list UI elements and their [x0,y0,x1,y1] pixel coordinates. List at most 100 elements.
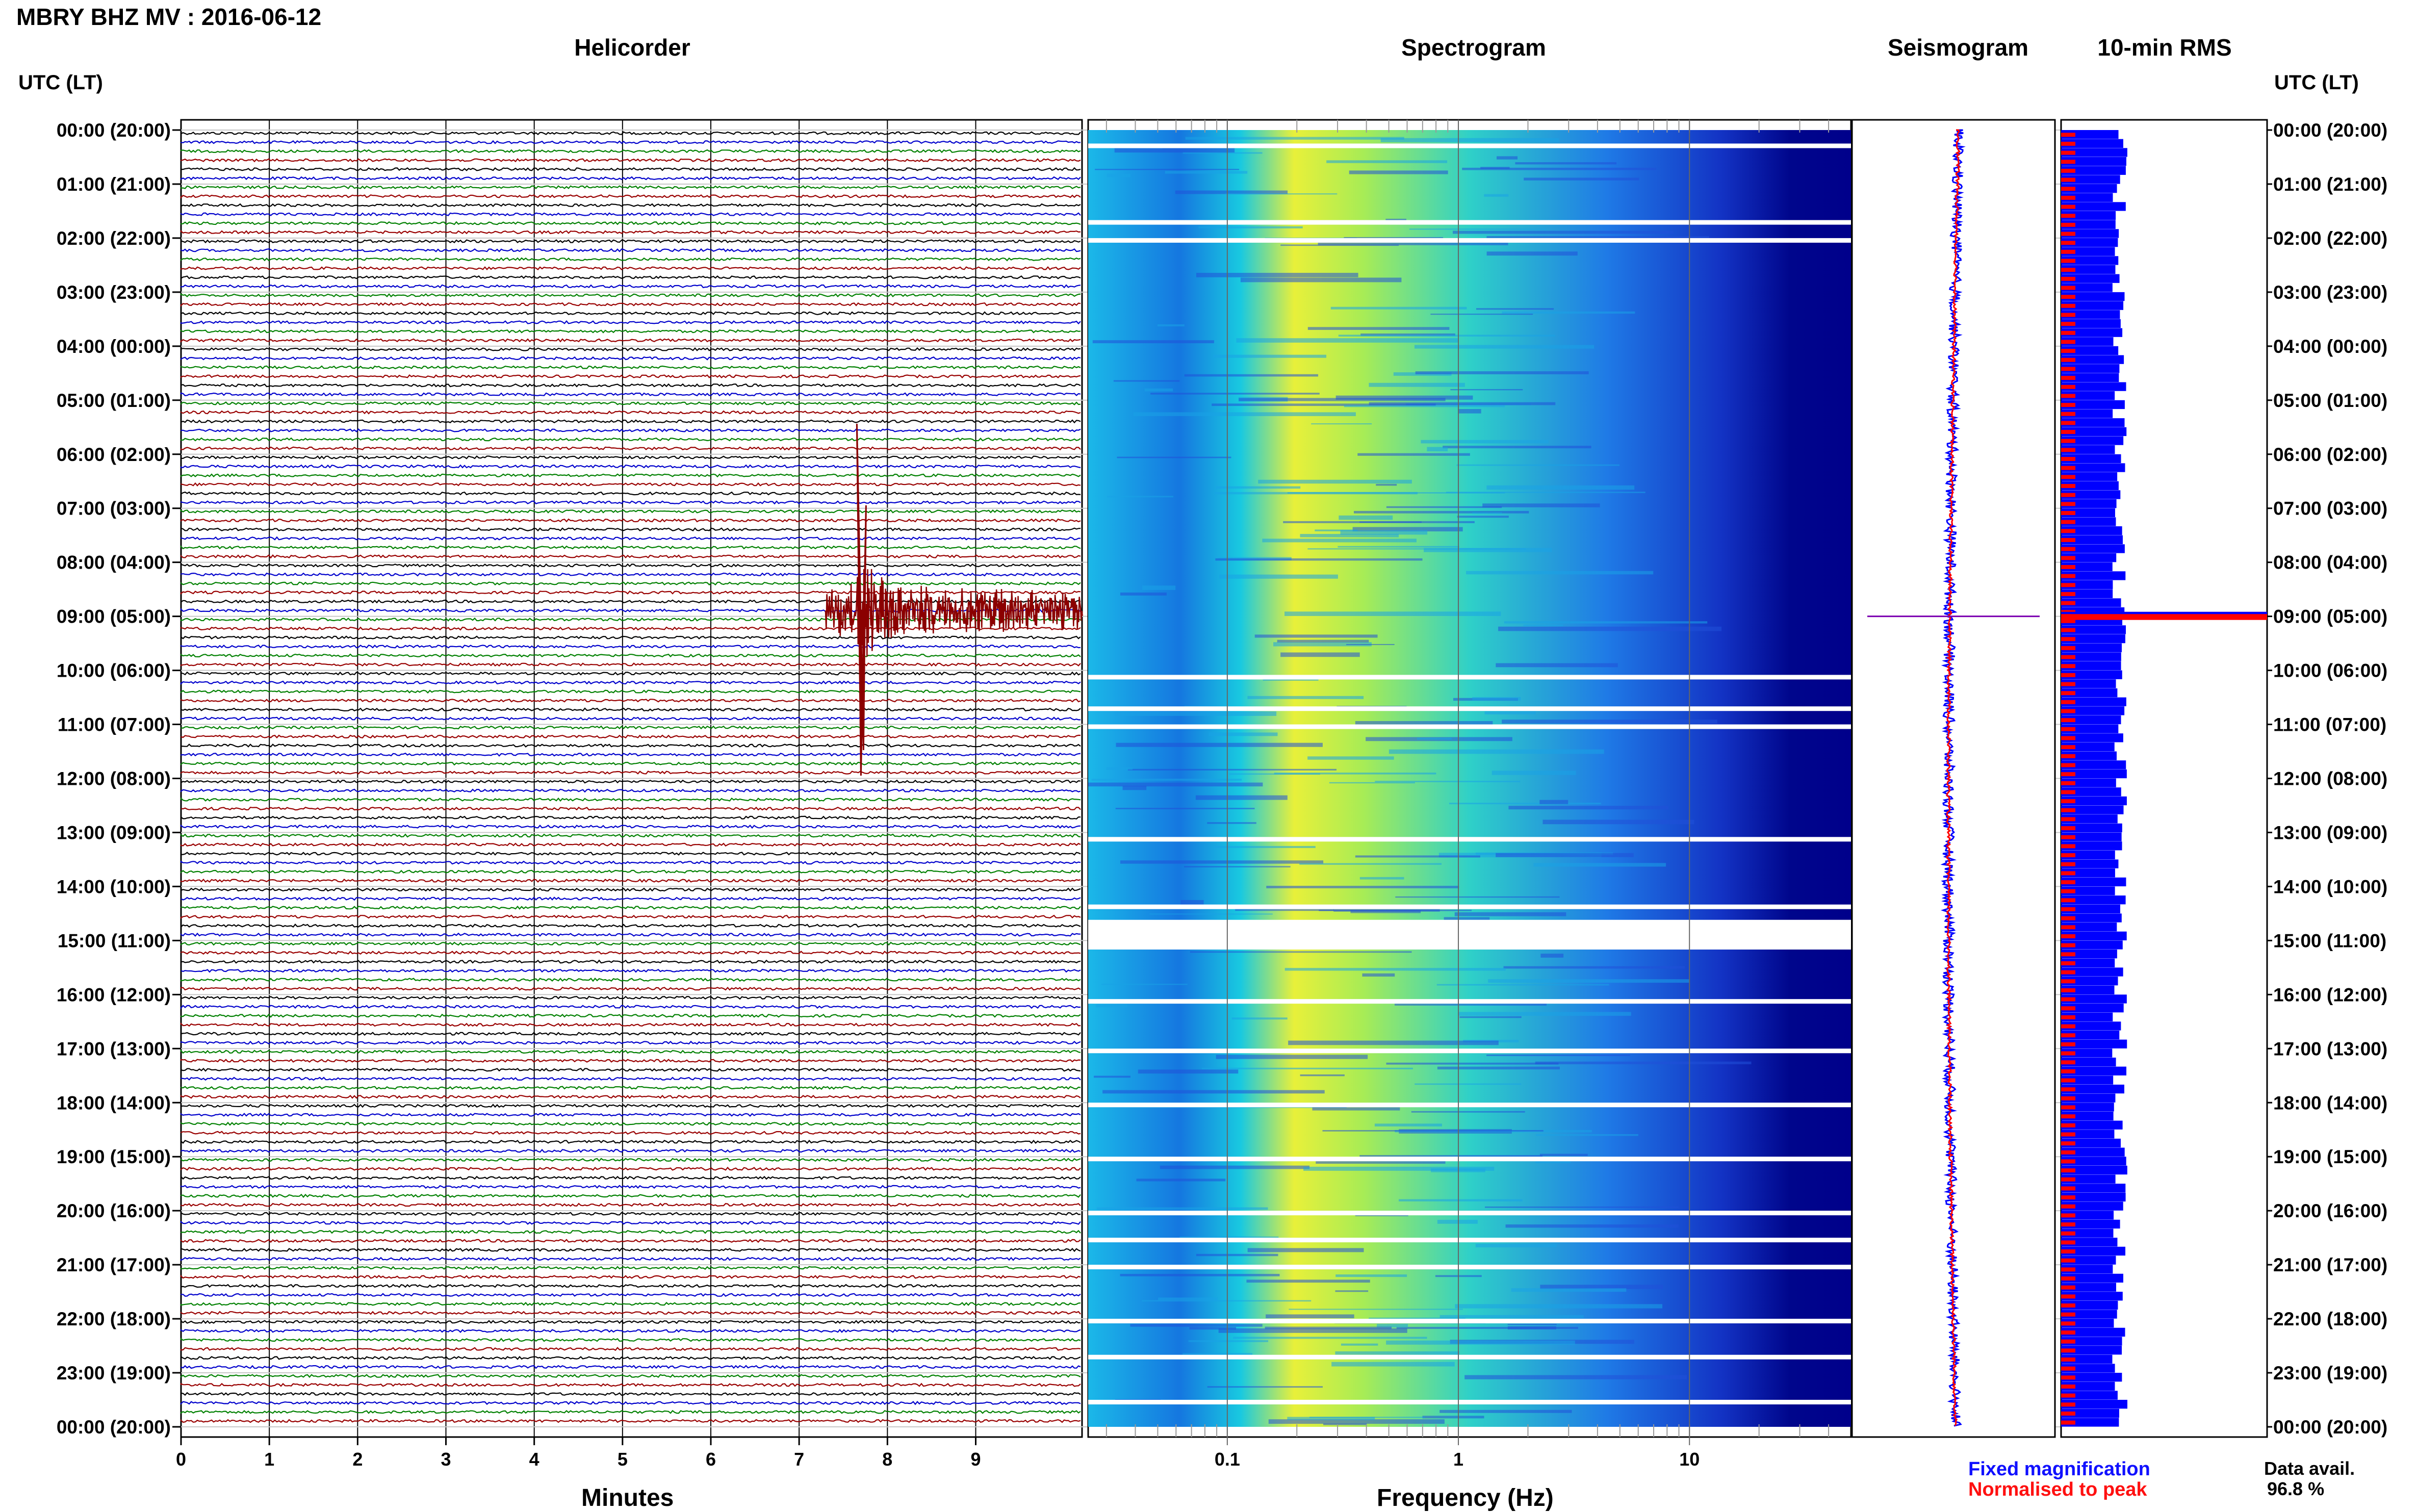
rms-bar-fixed [2061,436,2124,445]
rms-bar-normalised [2061,1114,2075,1119]
rms-bar-fixed [2061,1346,2122,1355]
spectrogram-texture [1175,190,1288,194]
helicorder-trace [180,212,1081,217]
helicorder-trace [180,248,1081,252]
seismogram-fixed-trace [1940,129,1966,1427]
helicorder-trace [180,1382,1081,1387]
spectrogram-texture [1523,624,1563,626]
rms-bar-normalised [2061,565,2075,569]
helicorder-trace [180,1005,1081,1010]
spectrogram-texture [1488,979,1690,983]
helicorder-tick-label: 8 [882,1449,892,1470]
rms-bar-normalised [2061,1276,2075,1281]
rms-bar-fixed [2061,1400,2127,1409]
rms-bar-normalised [2061,979,2075,984]
spectrogram-texture [1330,306,1467,310]
hour-label-right: 16:00 (12:00) [2273,984,2387,1005]
spectrogram-texture [1138,1069,1239,1074]
helicorder-trace [180,410,1081,415]
helicorder-trace [180,1365,1081,1369]
spectrogram-texture [1265,1326,1392,1329]
spectrogram-texture [1215,558,1423,561]
spectrogram-texture [1421,440,1549,444]
spectrogram-texture [1115,808,1255,809]
helicorder-trace [180,887,1081,892]
rms-bar-normalised [2061,502,2075,506]
spectrogram-texture [1092,340,1214,344]
rms-bar-fixed [2061,571,2126,580]
spectrogram-texture [1231,1017,1288,1020]
spectrogram-texture [1484,194,1509,197]
spectrogram-texture [1106,767,1133,770]
helicorder-trace [180,229,1081,235]
rms-bar-fixed [2061,1408,2119,1418]
rms-peak-bar-fixed [2061,611,2267,614]
spectrogram-texture [1430,314,1533,315]
rms-bar-fixed [2061,1030,2120,1040]
spectrogram-texture [1262,539,1417,543]
rms-bar-fixed [2061,598,2121,607]
hour-label-right: 17:00 (13:00) [2273,1038,2387,1059]
spectrogram-texture [1360,333,1455,336]
spectrogram-texture [1263,678,1319,681]
rms-bar-normalised [2061,376,2075,380]
rms-bar-normalised [2061,259,2075,263]
rms-bar-fixed [2061,1066,2127,1075]
spectrogram-texture [1424,548,1552,552]
rms-bar-normalised [2061,1411,2075,1416]
hour-label-left: 07:00 (03:00) [57,498,171,519]
helicorder-trace [180,707,1081,712]
spectrogram-texture [1369,382,1465,387]
helicorder-trace [180,824,1081,829]
spectrogram-texture [1088,782,1263,787]
hour-label-right: 20:00 (16:00) [2273,1200,2387,1221]
spectrogram-title: Spectrogram [1401,34,1546,61]
rms-bar-normalised [2061,1159,2075,1164]
helicorder-tick-label: 0 [176,1449,186,1470]
availability-value: 96.8 % [2267,1478,2325,1499]
spectrogram-texture [1505,1224,1679,1228]
hour-label-left: 09:00 (05:00) [57,606,171,627]
spectrogram-texture [1216,486,1301,489]
rms-bar-normalised [2061,1069,2075,1073]
helicorder-trace [180,797,1081,802]
helicorder-trace [180,392,1081,397]
rms-bar-normalised [2061,682,2075,686]
spectrogram-texture [1415,1083,1522,1085]
rms-bar-normalised [2061,880,2075,885]
utc-label-right: UTC (LT) [2274,71,2359,94]
spectrogram-gap [1088,220,1851,225]
spectrogram-texture [1212,403,1436,406]
hour-label-right: 19:00 (15:00) [2273,1146,2387,1167]
helicorder-trace [180,1401,1081,1405]
rms-bar-normalised [2061,1240,2075,1245]
spectrogram-texture [1307,327,1450,330]
spectrogram-texture [1160,1165,1310,1169]
helicorder-trace [180,1239,1081,1243]
rms-bar-normalised [2061,1006,2075,1011]
rms-bar-fixed [2061,382,2126,391]
rms-bar-fixed [2061,463,2125,472]
rms-bar-normalised [2061,673,2075,677]
rms-bar-normalised [2061,961,2075,965]
rms-bar-fixed [2061,274,2120,283]
spectrogram-texture [1439,1410,1572,1413]
rms-bar-fixed [2061,913,2122,922]
rms-bar-normalised [2061,349,2075,353]
helicorder-trace [180,194,1081,199]
rms-bar-fixed [2061,1418,2119,1427]
hour-label-right: 15:00 (11:00) [2273,930,2386,951]
spectrogram-texture [1389,749,1604,754]
hour-label-right: 00:00 (20:00) [2273,120,2387,141]
helicorder-trace [181,968,1081,973]
rms-bar-normalised [2061,781,2075,785]
helicorder-trace [180,1185,1081,1189]
spectrogram-texture [1338,546,1459,548]
spectrogram-texture [1218,1328,1407,1333]
spectrogram-texture [1229,773,1320,775]
spectrogram-texture [1346,644,1395,645]
hour-label-left: 15:00 (11:00) [58,930,171,951]
rms-bar-normalised [2061,187,2075,191]
spectrogram-texture [1466,571,1654,575]
spectrogram-gap [1088,904,1851,909]
